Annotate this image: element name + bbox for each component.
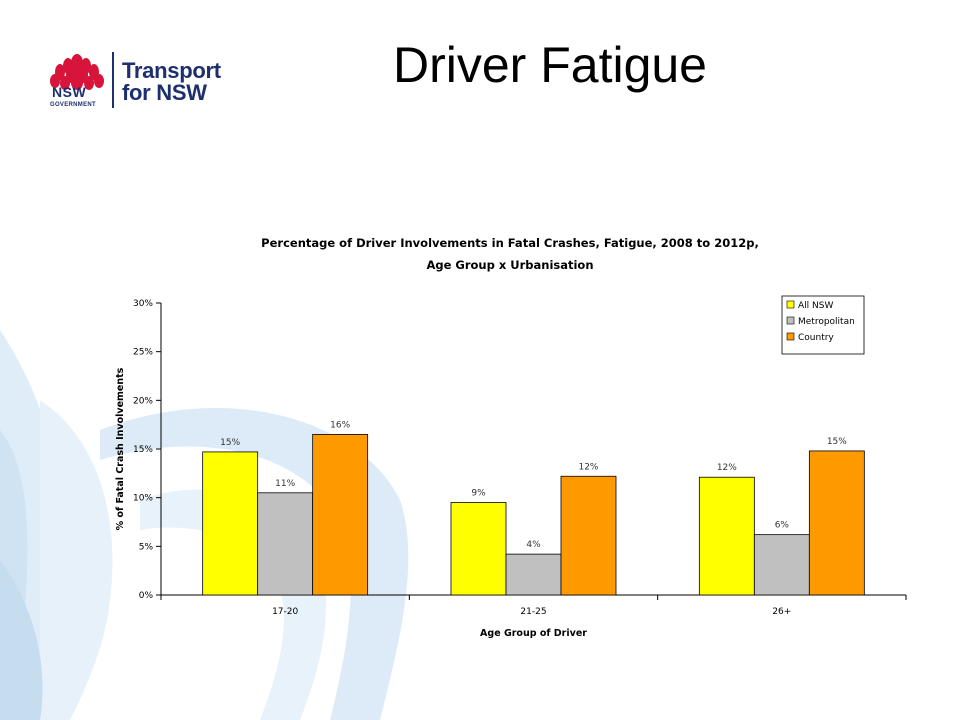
- legend-label: Country: [798, 333, 834, 343]
- chart-title-line-1: Percentage of Driver Involvements in Fat…: [261, 236, 759, 250]
- data-label: 12%: [717, 463, 737, 473]
- data-label: 9%: [471, 489, 486, 499]
- waratah-icon: [50, 54, 104, 90]
- government-wordmark: GOVERNMENT: [50, 102, 97, 108]
- bar: [753, 534, 810, 596]
- legend-label: All NSW: [798, 301, 833, 311]
- bar: [450, 502, 507, 596]
- y-tick-label: 0%: [139, 591, 154, 601]
- x-tick-label: 21-25: [520, 607, 546, 617]
- y-axis-label: % of Fatal Crash Involvements: [115, 367, 126, 530]
- legend-swatch: [786, 332, 795, 341]
- legend-label: Metropolitan: [798, 317, 855, 327]
- bar: [505, 553, 562, 596]
- bar: [808, 450, 865, 596]
- chart-title-line-2: Age Group x Urbanisation: [426, 258, 594, 272]
- x-tick-label: 17-20: [272, 607, 298, 617]
- x-axis-label: Age Group of Driver: [480, 628, 587, 639]
- brand-line-2: for NSW: [122, 80, 207, 105]
- data-label: 15%: [827, 437, 847, 447]
- bar: [202, 451, 259, 596]
- y-tick-label: 20%: [133, 396, 153, 406]
- logo-divider: [112, 52, 114, 108]
- bar-chart: 0% 5% 10% 15% 20% 25% 30% 17-20 15% 11% 16% 21-25 9%…: [115, 295, 907, 639]
- transport-for-nsw-logo: NSW GOVERNMENT Transport for NSW: [46, 44, 236, 116]
- brand-line-1: Transport: [122, 58, 221, 83]
- bar: [698, 476, 755, 596]
- y-tick-label: 25%: [133, 348, 153, 358]
- waratah-petal: [60, 76, 70, 90]
- legend-swatch: [786, 316, 795, 325]
- waratah-petal: [94, 74, 104, 88]
- page-title: Driver Fatigue: [393, 37, 707, 93]
- data-label: 6%: [775, 521, 790, 531]
- legend-swatch: [786, 300, 795, 309]
- waratah-petal: [72, 62, 82, 80]
- nsw-wordmark: NSW: [52, 84, 87, 100]
- brand-name: Transport for NSW: [122, 60, 221, 104]
- y-tick-label: 30%: [133, 299, 153, 309]
- bar: [312, 433, 369, 596]
- data-label: 16%: [330, 420, 350, 430]
- data-label: 4%: [526, 540, 541, 550]
- y-tick-label: 15%: [133, 445, 153, 455]
- legend-box: [781, 295, 865, 355]
- y-tick-label: 5%: [139, 542, 154, 552]
- chart-container: Percentage of Driver Involvements in Fat…: [100, 220, 920, 660]
- data-label: 12%: [578, 462, 598, 472]
- data-label: 15%: [220, 438, 240, 448]
- bar: [560, 475, 617, 596]
- waratah-petal: [71, 76, 83, 90]
- waratah-petal: [84, 76, 94, 90]
- bar: [257, 492, 314, 596]
- x-tick-label: 26+: [772, 607, 791, 617]
- y-tick-label: 10%: [133, 494, 153, 504]
- waratah-petal: [50, 74, 60, 88]
- data-label: 11%: [275, 479, 295, 489]
